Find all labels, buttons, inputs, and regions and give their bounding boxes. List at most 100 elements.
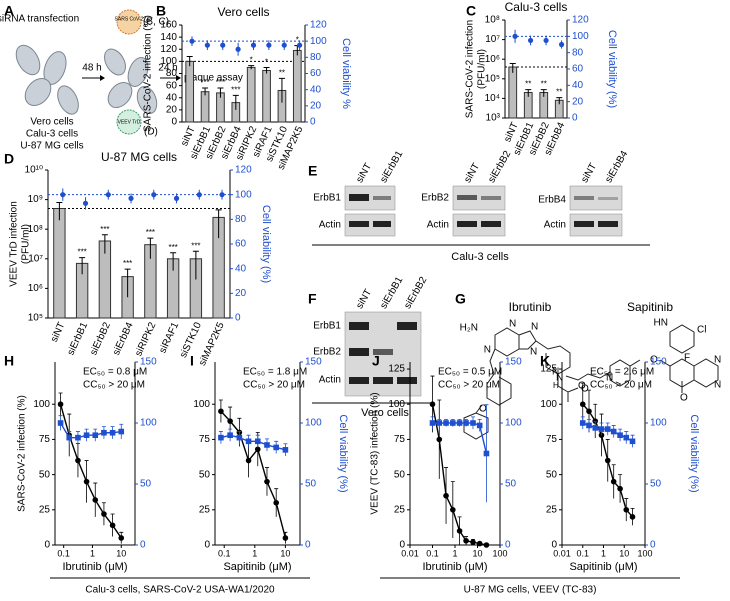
y2-tick-label: 50: [505, 479, 517, 490]
row-label: ErbB1: [313, 193, 341, 204]
infection-point: [264, 478, 270, 485]
y-tick-label: 0: [204, 540, 210, 551]
error-bar: [263, 66, 270, 74]
viability-point: [57, 420, 64, 426]
cell-line: Vero cells: [30, 117, 73, 128]
error-bar: [509, 63, 516, 73]
panel-ref: (B, C): [143, 17, 169, 28]
x-tick-label: siErbB4: [111, 320, 136, 357]
error-bar: [217, 87, 224, 98]
panel-ref: (D): [144, 127, 158, 138]
cell-icon: [136, 85, 158, 115]
cell-icon: [57, 85, 79, 115]
x-axis-label: Sapitinib (μM): [223, 561, 291, 573]
infection-point: [470, 539, 476, 545]
x-tick-label: 10: [472, 548, 482, 558]
caption: Calu-3 cells, SARS-CoV-2 USA-WA1/2020: [85, 585, 275, 596]
viability-point: [592, 425, 599, 431]
panel-label: J: [372, 353, 380, 369]
atom: O: [650, 355, 658, 366]
bar: [292, 49, 302, 123]
significance: ***: [123, 259, 132, 268]
y2-tick-label: 150: [650, 357, 667, 368]
viability-point: [527, 37, 534, 44]
y-axis-label: VEEV TrD infection: [9, 201, 20, 287]
y-tick-label: 0: [551, 540, 557, 551]
x-tick-label: 10: [619, 548, 629, 558]
significance: **: [541, 80, 547, 89]
axes: [54, 362, 136, 546]
band: [481, 196, 501, 200]
step-label: siRNA transfection: [0, 14, 79, 25]
viability-point: [610, 428, 617, 435]
chart-title: U-87 MG cells: [101, 150, 177, 164]
y2-tick-label: 120: [310, 20, 327, 31]
error-bar: [540, 89, 547, 97]
virus-icon: [116, 9, 142, 35]
cell-icon: [24, 78, 52, 106]
arrow-head: [176, 75, 181, 81]
row-label: Actin: [319, 375, 341, 386]
panel-label: E: [308, 163, 317, 179]
y-tick-label: 100: [193, 399, 210, 410]
x-tick-label: siRAF1: [157, 320, 181, 355]
x-axis-label: Ibrutinib (μM): [422, 561, 487, 573]
y-tick-label: 75: [39, 434, 51, 445]
schematic: siRNA transfection 48 h 24 h plaque assa…: [0, 9, 243, 152]
infection-point: [592, 418, 599, 424]
row-label: Actin: [427, 220, 449, 231]
viability-point: [196, 192, 202, 198]
x-axis-label: Ibrutinib (μM): [62, 561, 127, 573]
viability-point: [173, 195, 180, 201]
y-tick-label: 50: [39, 469, 51, 480]
viability-point: [273, 444, 279, 451]
band: [349, 194, 369, 201]
viability-point: [282, 447, 289, 453]
y2-tick-label: 20: [235, 288, 247, 299]
x-tick-label: 10: [116, 548, 126, 558]
viability-point: [82, 200, 89, 206]
band: [373, 196, 391, 200]
viability-point: [586, 422, 592, 429]
infection-point: [109, 522, 116, 529]
viability-point: [543, 37, 549, 44]
x-tick-label: 0.1: [218, 548, 231, 558]
x-tick-label: 10: [280, 548, 290, 558]
band: [349, 377, 369, 384]
x-tick-label: siRIPK2: [133, 320, 158, 358]
cell-icon: [15, 44, 41, 76]
viability-point: [245, 438, 252, 445]
band: [397, 377, 417, 384]
y-tick-label: 25: [39, 504, 51, 515]
atom: N: [714, 355, 721, 366]
infection-point: [450, 507, 456, 513]
x-tick-label: 1: [90, 548, 95, 558]
infection-point: [476, 540, 483, 547]
lane-label: siErbB1: [378, 149, 405, 185]
significance: **: [279, 68, 285, 77]
viability-point: [219, 192, 225, 198]
panel-label: K: [540, 353, 550, 369]
band: [373, 377, 393, 384]
annotation: EC₅₀ = 0.5 μM: [438, 367, 502, 378]
infection-point: [443, 492, 449, 499]
arrow-head: [100, 75, 105, 81]
time-label: 48 h: [82, 63, 101, 74]
bar: [508, 66, 518, 119]
significance: ***: [77, 248, 86, 257]
annotation: EC₅₀ = 1.8 μM: [243, 367, 307, 378]
y2-tick-label: 0: [505, 540, 511, 551]
y-axis-label: SARS-CoV-2 infection (%): [17, 395, 28, 512]
viability-point: [236, 434, 243, 441]
blot: [569, 213, 623, 237]
viability-point: [227, 432, 233, 438]
atom: N: [606, 373, 613, 384]
y2-axis-label: Cell viability (%): [688, 414, 700, 492]
blot-caption: Calu-3 cells: [451, 251, 509, 263]
panel-label: I: [190, 353, 194, 369]
blot: [344, 213, 396, 237]
viability-point: [443, 420, 449, 426]
viability-point: [436, 420, 443, 426]
infection-point: [254, 446, 261, 453]
infection-point: [604, 457, 611, 464]
